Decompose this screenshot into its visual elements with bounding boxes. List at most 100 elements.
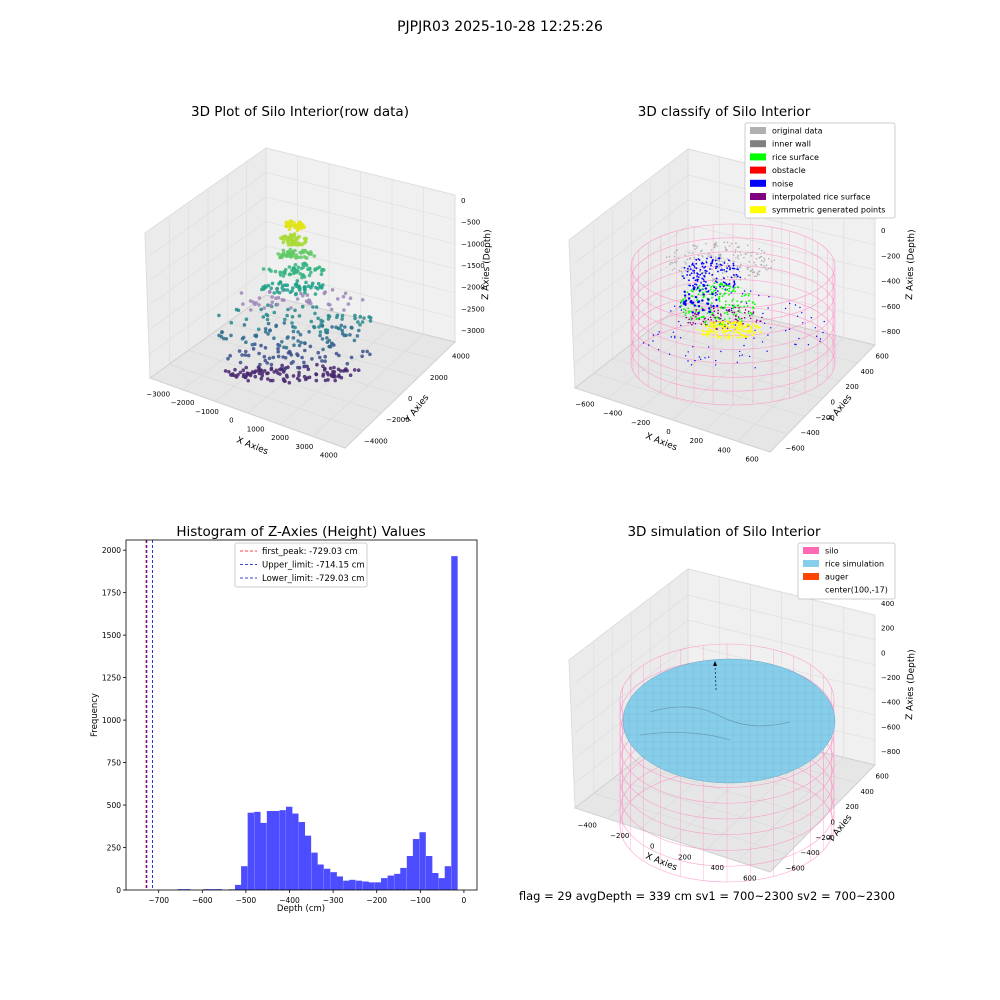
histogram-y-ticks: 0 250 500 750 1000 1250 1500 1750 2000 xyxy=(102,546,126,895)
raw-point xyxy=(283,356,288,360)
raw-point xyxy=(264,312,269,317)
raw-point xyxy=(327,338,332,343)
symmetric-point xyxy=(743,336,746,339)
symmetric-point xyxy=(754,324,757,327)
noise-point xyxy=(789,302,791,305)
noise-point xyxy=(728,282,731,285)
noise-point xyxy=(739,276,742,279)
raw-point xyxy=(326,313,331,318)
symmetric-point xyxy=(722,331,725,334)
raw-point xyxy=(280,236,285,241)
raw-z-label: Z Axies (Depth) xyxy=(481,229,493,300)
histogram-bar xyxy=(298,822,306,890)
noise-point xyxy=(694,359,696,362)
raw-point xyxy=(229,320,234,325)
rice-surface-point xyxy=(716,316,719,319)
symmetric-point xyxy=(712,332,715,334)
raw-point xyxy=(241,302,245,306)
raw-point xyxy=(312,324,316,329)
noise-point xyxy=(754,367,756,369)
histogram-bar xyxy=(292,813,299,890)
raw-point xyxy=(219,334,224,339)
raw-point xyxy=(272,310,277,315)
noise-point xyxy=(735,273,738,276)
raw-point xyxy=(282,288,287,292)
noise-point xyxy=(784,307,787,310)
rice-surface-point xyxy=(723,312,726,314)
raw-point xyxy=(307,266,312,271)
raw-point xyxy=(317,325,321,329)
raw-point xyxy=(352,368,357,372)
raw-point xyxy=(313,292,318,296)
raw-point xyxy=(320,319,325,324)
noise-point xyxy=(687,351,689,353)
rice-surface-point xyxy=(736,305,739,307)
noise-point xyxy=(698,289,701,292)
raw-point xyxy=(299,291,303,296)
x-tick-label: −3000 xyxy=(146,390,170,398)
raw-point xyxy=(345,361,350,366)
symmetric-point xyxy=(737,336,739,339)
x-tick-label: 1000 xyxy=(247,425,265,433)
noise-point xyxy=(708,346,710,348)
raw-point xyxy=(240,353,244,357)
symmetric-point xyxy=(716,324,719,327)
histogram-bar xyxy=(381,878,388,890)
raw-point xyxy=(256,327,261,332)
rice-surface-point xyxy=(733,305,735,308)
noise-point xyxy=(708,307,711,310)
raw-point xyxy=(242,323,247,327)
noise-point xyxy=(692,287,696,290)
rice-surface-point xyxy=(713,290,715,292)
original-data-point xyxy=(755,275,757,278)
raw-point xyxy=(243,353,248,357)
raw-point xyxy=(325,336,329,340)
noise-point xyxy=(683,277,685,280)
raw-point xyxy=(281,248,286,253)
noise-point xyxy=(715,287,717,290)
raw-point xyxy=(279,366,284,371)
noise-point xyxy=(704,265,707,268)
raw-point xyxy=(321,347,325,352)
raw-point xyxy=(257,371,262,376)
rice-surface-point xyxy=(711,296,713,299)
symmetric-point xyxy=(741,327,744,330)
raw-point xyxy=(307,273,312,278)
noise-point xyxy=(704,287,708,290)
raw-point xyxy=(251,300,255,304)
original-data-point xyxy=(737,254,739,257)
noise-point xyxy=(716,265,718,268)
noise-point xyxy=(699,268,702,271)
raw-point xyxy=(322,291,327,296)
rice-surface-point xyxy=(682,299,684,301)
noise-point xyxy=(714,280,717,283)
noise-point xyxy=(700,262,703,265)
raw-point xyxy=(238,370,243,375)
interpolated-point xyxy=(717,309,719,312)
original-data-point xyxy=(734,275,736,277)
rice-surface-point xyxy=(684,296,687,299)
original-data-point xyxy=(678,269,681,272)
original-data-point xyxy=(734,249,737,251)
noise-point xyxy=(703,280,705,283)
noise-point xyxy=(748,355,751,358)
symmetric-point xyxy=(705,333,708,336)
raw-point xyxy=(348,333,352,337)
histogram-bar xyxy=(374,882,382,890)
symmetric-point xyxy=(728,326,731,329)
grid-line xyxy=(574,224,876,314)
raw-point xyxy=(301,262,305,266)
simulation-rice-surface xyxy=(622,658,836,784)
raw-point xyxy=(293,325,297,330)
y-tick-label: 0 xyxy=(831,819,835,827)
symmetric-point xyxy=(732,331,735,334)
symmetric-point xyxy=(730,322,733,325)
rice-surface-point xyxy=(706,323,708,326)
original-data-point xyxy=(711,268,713,270)
original-data-point xyxy=(737,265,739,267)
rice-surface-point xyxy=(726,311,728,314)
raw-point xyxy=(281,370,286,374)
raw-point xyxy=(357,328,361,333)
raw-point xyxy=(266,377,270,381)
raw-point xyxy=(267,356,272,361)
